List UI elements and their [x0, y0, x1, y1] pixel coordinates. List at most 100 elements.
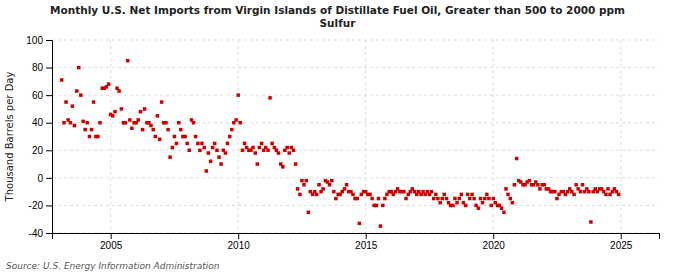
point — [251, 146, 255, 150]
point — [328, 183, 332, 187]
point — [572, 193, 576, 197]
point — [81, 120, 85, 124]
point — [502, 211, 506, 215]
point — [136, 118, 140, 122]
tick-label: 60 — [32, 90, 44, 101]
point — [509, 197, 513, 201]
tick-mark — [111, 233, 112, 239]
tick: 2015 — [355, 233, 378, 251]
point — [164, 121, 168, 125]
point — [85, 121, 89, 125]
point — [487, 197, 491, 201]
tick: 0 — [37, 173, 52, 184]
grid-line-x — [365, 40, 366, 233]
tick: -40 — [29, 228, 52, 239]
point — [69, 121, 73, 125]
point — [168, 155, 172, 159]
point — [215, 149, 219, 153]
tick-label: 2015 — [355, 240, 378, 251]
point — [379, 224, 383, 228]
chart: Monthly U.S. Net Imports from Virgin Isl… — [0, 0, 675, 275]
tick-mark — [238, 233, 239, 239]
tick: 2005 — [100, 233, 123, 251]
tick-label: 80 — [32, 62, 44, 73]
tick-mark — [493, 233, 494, 239]
point — [268, 96, 272, 100]
point — [149, 124, 153, 128]
point — [464, 204, 468, 208]
point — [64, 100, 68, 104]
point — [143, 107, 147, 111]
point — [292, 149, 296, 153]
point — [332, 190, 336, 194]
point — [617, 193, 621, 197]
point — [542, 183, 546, 187]
tick-mark — [46, 40, 52, 41]
point — [107, 82, 111, 86]
tick-label: 40 — [32, 117, 44, 128]
point — [370, 197, 374, 201]
point — [587, 190, 591, 194]
grid-line-y — [52, 67, 659, 68]
point — [154, 135, 158, 139]
tick: 60 — [32, 90, 52, 101]
point — [234, 118, 238, 122]
point — [468, 197, 472, 201]
point — [460, 193, 464, 197]
tick: 100 — [26, 35, 52, 46]
point — [258, 146, 262, 150]
point — [375, 204, 379, 208]
point — [504, 187, 508, 191]
point — [62, 121, 66, 125]
tick-label: 100 — [26, 35, 43, 46]
point — [128, 118, 132, 122]
point — [451, 204, 455, 208]
point — [179, 128, 183, 132]
point — [200, 142, 204, 146]
tick-label: 2005 — [100, 240, 123, 251]
point — [139, 110, 143, 114]
point — [589, 220, 593, 224]
point — [404, 197, 408, 201]
point — [152, 128, 156, 132]
point — [553, 190, 557, 194]
point — [209, 160, 213, 164]
tick-label: -40 — [29, 228, 44, 239]
point — [606, 187, 610, 191]
grid-line-x — [110, 40, 111, 233]
point — [187, 149, 191, 153]
point — [177, 121, 181, 125]
point — [356, 197, 360, 201]
point — [171, 146, 175, 150]
tick-mark — [46, 95, 52, 96]
point — [330, 179, 334, 183]
point — [277, 151, 281, 155]
point — [402, 190, 406, 194]
point — [113, 110, 117, 114]
tick: 2010 — [228, 233, 251, 251]
point — [298, 193, 302, 197]
grid-line-y — [52, 177, 659, 178]
point — [83, 128, 87, 132]
point — [466, 193, 470, 197]
point — [305, 179, 309, 183]
point — [511, 201, 515, 205]
point — [266, 149, 270, 153]
point — [73, 124, 77, 128]
point — [513, 183, 517, 187]
point — [160, 100, 164, 104]
grid-line-y — [52, 122, 659, 123]
point — [75, 89, 79, 93]
point — [500, 206, 504, 210]
annotation: Source: U.S. Energy Information Administ… — [6, 261, 220, 271]
y-axis-label: Thousand Barrels per Day — [4, 72, 15, 203]
tick-mark — [46, 123, 52, 124]
point — [377, 197, 381, 201]
point — [485, 193, 489, 197]
tick-label: 2025 — [610, 240, 633, 251]
point — [483, 197, 487, 201]
point — [555, 197, 559, 201]
point — [173, 135, 177, 139]
point — [98, 121, 102, 125]
tick: -20 — [29, 200, 52, 211]
